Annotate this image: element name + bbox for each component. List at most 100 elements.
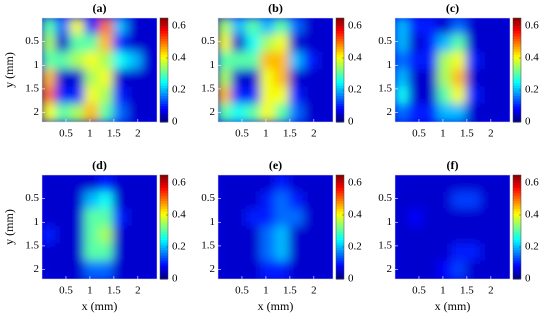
colorbar-band [513, 51, 521, 55]
heat-cell [395, 86, 411, 106]
colorbar-band [513, 31, 521, 35]
heat-cell [112, 260, 130, 279]
colorbar-tick-label: 0.4 [172, 209, 186, 221]
colorbar-band [160, 266, 168, 270]
heat-cell [112, 69, 130, 89]
panel-label: (d) [92, 158, 107, 172]
colorbar-band [160, 206, 168, 210]
colorbar-band [160, 109, 168, 113]
heat-cell [84, 208, 101, 228]
colorbar-band [336, 116, 344, 120]
heat-cell [288, 175, 306, 194]
heat-cell [317, 260, 333, 279]
x-tick-label: 1 [440, 285, 446, 297]
heat-cell [451, 34, 468, 54]
panel-label: (b) [268, 1, 283, 15]
heat-cell [288, 18, 306, 37]
colorbar-band [513, 101, 521, 105]
heat-cell [480, 175, 497, 194]
colorbar-band [336, 247, 344, 251]
x-tick-label: 2 [488, 128, 494, 140]
heat-cell [141, 191, 157, 211]
colorbar-band [513, 208, 521, 212]
colorbar-band [513, 88, 521, 92]
heat-cell [84, 86, 101, 106]
colorbar-band [160, 85, 168, 89]
heat-cell [288, 86, 306, 106]
heat-cell [141, 243, 157, 263]
colorbar-band [336, 206, 344, 210]
heat-cell [494, 34, 510, 54]
colorbar-band [336, 109, 344, 113]
heatmap [395, 18, 510, 122]
colorbar-band [513, 103, 521, 107]
heat-cell [317, 243, 333, 263]
heat-cell [317, 69, 333, 89]
heat-cell [274, 175, 291, 194]
heat-cell [465, 103, 483, 122]
heat-cell [55, 260, 72, 279]
colorbar-band [336, 276, 344, 280]
colorbar-band [336, 266, 344, 270]
heat-cell [218, 191, 234, 211]
y-tick-label: 1 [210, 59, 216, 71]
colorbar-band [336, 232, 344, 236]
heat-cell [303, 260, 320, 279]
heat-cell [42, 86, 58, 106]
heat-cell [231, 260, 248, 279]
colorbar-band [160, 31, 168, 35]
y-tick-label: 1.5 [25, 239, 39, 251]
heat-cell [408, 103, 425, 122]
heat-cell [465, 69, 483, 89]
heat-cell [98, 208, 115, 228]
x-tick-label: 0.5 [235, 128, 249, 140]
colorbar-band [160, 188, 168, 192]
colorbar-band [513, 72, 521, 76]
colorbar-band [513, 273, 521, 277]
colorbar-band [160, 177, 168, 181]
heat-cell [408, 86, 425, 106]
colorbar-band [160, 49, 168, 53]
heat-cell [494, 191, 510, 211]
heat-cell [141, 18, 157, 37]
heat-cell [465, 51, 483, 71]
heat-cell [465, 191, 483, 211]
panel: (e) 0.5 1 1.5 2 0.5 1 1.5 2 x (mm) 0 0.2 0.4 0.6 [201, 158, 362, 313]
heat-cell [218, 226, 234, 246]
colorbar-band [513, 224, 521, 228]
heat-cell [69, 51, 87, 71]
heat-cell [395, 243, 411, 263]
colorbar-band [336, 268, 344, 272]
heat-cell [274, 34, 291, 54]
heat-cell [112, 18, 130, 37]
heat-cell [437, 208, 454, 228]
heat-cell [494, 226, 510, 246]
y-tick-label: 2 [387, 106, 393, 118]
heat-cell [408, 18, 425, 37]
heat-cell [84, 34, 101, 54]
colorbar-band [336, 271, 344, 275]
heat-cell [42, 191, 58, 211]
colorbar-band [336, 51, 344, 55]
colorbar-band [336, 46, 344, 50]
heat-cell [408, 34, 425, 54]
heat-cell [260, 34, 277, 54]
colorbar-band [160, 221, 168, 225]
colorbar-band [336, 57, 344, 61]
colorbar-band [513, 185, 521, 189]
colorbar-band [160, 38, 168, 42]
heat-cell [231, 51, 248, 71]
heat-cell [465, 175, 483, 194]
y-tick-label: 2 [34, 106, 40, 118]
y-tick-label: 1.5 [378, 239, 392, 251]
colorbar-band [513, 96, 521, 100]
colorbar-band [160, 62, 168, 66]
x-tick-label: 2 [311, 285, 317, 297]
colorbar-band [336, 240, 344, 244]
heat-cell [437, 34, 454, 54]
heat-cell [141, 69, 157, 89]
colorbar-band [513, 195, 521, 199]
heat-cell [141, 208, 157, 228]
heat-cell [218, 69, 234, 89]
heat-cell [480, 243, 497, 263]
